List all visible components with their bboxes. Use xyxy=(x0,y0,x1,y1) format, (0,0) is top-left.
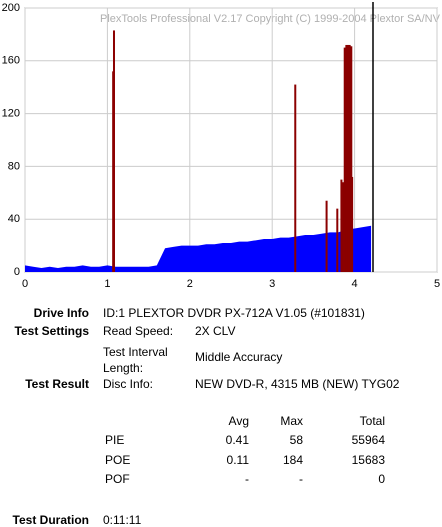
cell: 0 xyxy=(378,472,385,486)
value: Middle Accuracy xyxy=(195,350,283,364)
cell: 0.41 xyxy=(225,433,249,447)
spike xyxy=(325,200,328,272)
value: 2X CLV xyxy=(195,324,236,338)
y-tick-label: 40 xyxy=(8,213,20,225)
x-tick-label: 3 xyxy=(269,278,275,290)
key: Disc Info: xyxy=(103,377,154,391)
spike xyxy=(351,176,354,272)
spike xyxy=(348,44,351,273)
label: Drive Info xyxy=(33,306,89,320)
x-tick-label: 0 xyxy=(22,278,28,290)
value: ID:1 PLEXTOR DVDR PX-712A V1.05 (#101831… xyxy=(103,306,365,320)
cell: - xyxy=(245,472,249,486)
key: Test Interval Length: xyxy=(103,345,168,375)
label: Test Settings xyxy=(14,324,89,338)
cell: - xyxy=(299,472,303,486)
cell: 0.11 xyxy=(226,452,249,467)
x-tick-label: 1 xyxy=(104,278,110,290)
chart: PlexTools Professional V2.17 Copyright (… xyxy=(2,2,441,290)
column-header: Avg xyxy=(228,414,249,428)
key: Read Speed: xyxy=(103,324,174,338)
spike xyxy=(345,44,348,273)
row-label: POE xyxy=(105,452,131,467)
y-tick-label: 80 xyxy=(8,160,20,172)
x-tick-label: 4 xyxy=(352,278,358,290)
spike xyxy=(112,30,115,272)
x-tick-label: 2 xyxy=(187,278,193,290)
cell: 15683 xyxy=(351,452,385,467)
plot-area xyxy=(24,7,438,273)
y-tick-label: 200 xyxy=(2,2,20,14)
spike xyxy=(350,46,353,272)
column-header: Max xyxy=(280,414,303,428)
spike xyxy=(347,44,350,273)
row-label: PIE xyxy=(105,433,125,447)
spike xyxy=(343,47,346,272)
cell: 55964 xyxy=(351,433,385,447)
spike xyxy=(294,84,297,272)
label: Test Result xyxy=(25,377,89,391)
spike xyxy=(342,182,345,272)
label: Test Duration xyxy=(12,513,89,527)
area xyxy=(25,225,372,272)
value: 0:11:11 xyxy=(103,513,142,527)
x-tick-label: 5 xyxy=(434,278,440,290)
cell: 184 xyxy=(282,452,303,467)
cell: 58 xyxy=(289,433,303,447)
spike xyxy=(340,179,343,272)
y-tick-label: 120 xyxy=(2,108,20,120)
column-header: Total xyxy=(359,414,385,428)
spike xyxy=(336,208,339,272)
y-tick-label: 160 xyxy=(2,55,20,67)
value: NEW DVD-R, 4315 MB (NEW) TYG02 xyxy=(195,377,400,391)
chart-title: PlexTools Professional V2.17 Copyright (… xyxy=(100,13,441,25)
y-tick-label: 0 xyxy=(14,266,20,278)
row-label: POF xyxy=(105,472,130,486)
